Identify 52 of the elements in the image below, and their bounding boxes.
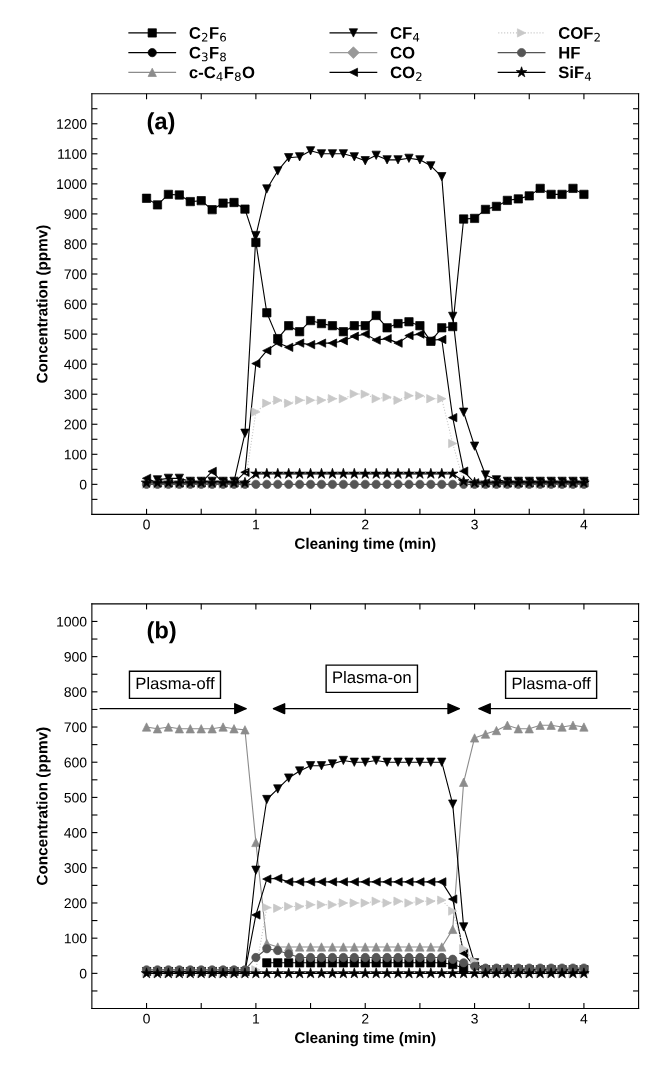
x-tick-label: 0	[143, 1013, 150, 1024]
legend-label: CO	[390, 46, 415, 59]
y-tick-label: 1000	[57, 616, 87, 627]
y-tick-label: 200	[64, 898, 87, 909]
y-tick-label: 100	[64, 933, 87, 944]
x-tick-label: 2	[362, 519, 369, 530]
legend-label: C$_{3}$F$_{8}$	[189, 46, 226, 62]
x-tick-label: 2	[362, 1013, 369, 1024]
y-tick-label: 300	[64, 389, 87, 400]
annotation: Plasma-off	[136, 677, 215, 690]
y-axis-title: Concentration (ppmv)	[36, 225, 51, 383]
text: (b)	[147, 621, 176, 644]
y-tick-label: 500	[64, 329, 87, 340]
x-tick-label: 1	[253, 519, 260, 530]
x-tick-label: 1	[253, 1013, 260, 1024]
y-tick-label: 1000	[57, 179, 87, 190]
annotation: Plasma-on	[333, 670, 411, 684]
y-tick-label: 200	[64, 419, 87, 430]
y-tick-label: 800	[64, 687, 87, 697]
legend-label: c-C$_{4}$F$_{8}$O	[189, 66, 255, 82]
annotation: Plasma-off	[512, 677, 591, 690]
legend-label: C$_{2}$F$_{6}$	[189, 27, 226, 42]
y-tick-label: 400	[64, 359, 87, 370]
x-tick-label: 3	[471, 519, 478, 530]
legend-label: HF	[559, 46, 580, 59]
y-tick-label: 400	[64, 827, 87, 838]
text: (a)	[147, 112, 175, 135]
x-tick-label: 4	[580, 519, 588, 530]
y-axis-title: Concentration (ppmv)	[36, 727, 51, 885]
y-tick-label: 1100	[58, 149, 87, 159]
y-tick-label: 0	[79, 968, 87, 979]
y-tick-label: 600	[64, 299, 87, 310]
y-tick-label: 300	[64, 863, 87, 873]
y-tick-label: 800	[64, 239, 87, 250]
y-tick-label: 600	[64, 757, 87, 768]
legend-label: SiF$_{4}$	[558, 65, 592, 81]
y-tick-label: 700	[64, 722, 87, 733]
legend-label: CF$_{4}$	[390, 27, 420, 42]
y-tick-label: 900	[64, 651, 87, 662]
x-axis-title: Cleaning time (min)	[294, 537, 436, 553]
legend-label: COF$_{2}$	[558, 27, 600, 42]
y-tick-label: 700	[64, 269, 87, 280]
y-tick-label: 900	[64, 209, 87, 220]
legend-label: CO$_{2}$	[390, 66, 422, 81]
y-tick-label: 1200	[57, 119, 87, 129]
y-tick-label: 0	[79, 479, 87, 490]
x-axis-title: Cleaning time (min)	[294, 1031, 436, 1047]
x-tick-label: 3	[471, 1013, 478, 1024]
y-tick-label: 100	[64, 449, 87, 460]
y-tick-label: 500	[64, 792, 87, 803]
x-tick-label: 0	[143, 519, 150, 530]
x-tick-label: 4	[580, 1013, 588, 1024]
